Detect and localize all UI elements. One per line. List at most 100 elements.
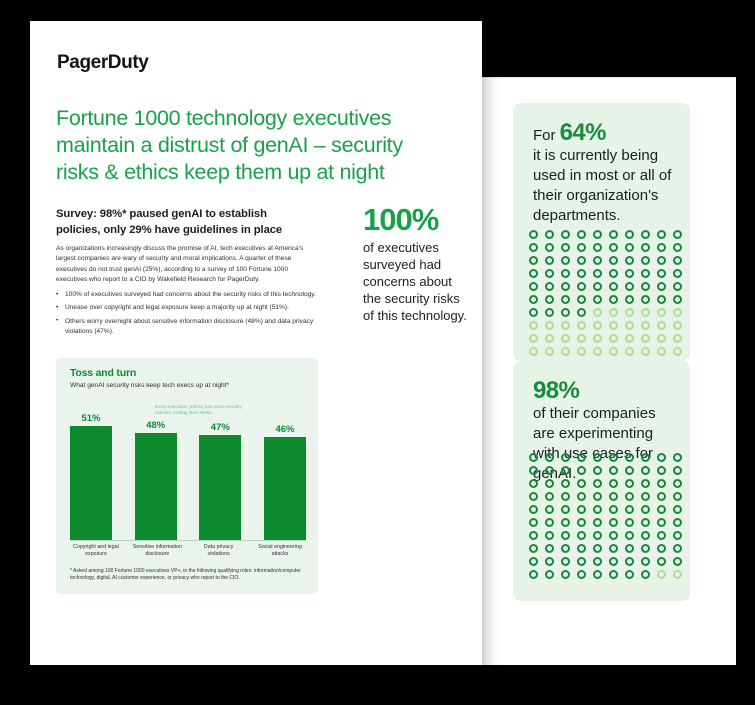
list-item: 100% of executives surveyed had concerns… — [56, 289, 318, 300]
dot-filled-icon — [593, 492, 602, 501]
dot-filled-icon — [529, 570, 538, 579]
dot-filled-icon — [561, 492, 570, 501]
stat-64-text: it is currently being used in most or al… — [533, 147, 672, 224]
dot-filled-icon — [561, 256, 570, 265]
dot-filled-icon — [561, 308, 570, 317]
dot-filled-icon — [625, 282, 634, 291]
dot-filled-icon — [673, 230, 682, 239]
dot-filled-icon — [561, 570, 570, 579]
bar-rect — [199, 435, 242, 540]
dot-filled-icon — [577, 531, 586, 540]
bar-item: 51% — [70, 406, 112, 540]
dot-filled-icon — [561, 453, 570, 462]
dot-filled-icon — [593, 269, 602, 278]
dot-empty-icon — [641, 347, 650, 356]
dot-filled-icon — [545, 505, 554, 514]
stat-card-64-content: For 64% it is currently being used in mos… — [533, 121, 674, 226]
dot-filled-icon — [577, 282, 586, 291]
chart-subtitle: What genAI security risks keep tech exec… — [70, 382, 230, 389]
dot-filled-icon — [545, 479, 554, 488]
dot-filled-icon — [673, 557, 682, 566]
x-tick-label: Copyright and legal exposure — [73, 544, 119, 558]
dot-empty-icon — [545, 334, 554, 343]
dot-filled-icon — [641, 282, 650, 291]
stat-64-number: 64% — [559, 119, 607, 146]
dot-filled-icon — [545, 295, 554, 304]
bar-value-label: 46% — [275, 424, 295, 435]
dot-filled-icon — [641, 243, 650, 252]
dot-filled-icon — [577, 466, 586, 475]
dot-filled-icon — [545, 557, 554, 566]
dot-filled-icon — [609, 570, 618, 579]
dot-filled-icon — [625, 295, 634, 304]
dot-filled-icon — [673, 295, 682, 304]
dot-filled-icon — [561, 531, 570, 540]
dot-empty-icon — [593, 308, 602, 317]
dot-filled-icon — [657, 282, 666, 291]
dot-filled-icon — [561, 230, 570, 239]
page-headline: Fortune 1000 technology executives maint… — [56, 106, 403, 184]
dot-filled-icon — [561, 295, 570, 304]
dot-filled-icon — [673, 256, 682, 265]
dot-filled-icon — [673, 466, 682, 475]
dot-empty-icon — [577, 334, 586, 343]
dot-empty-icon — [657, 308, 666, 317]
dot-empty-icon — [609, 308, 618, 317]
dot-filled-icon — [529, 230, 538, 239]
dot-filled-icon — [561, 243, 570, 252]
dot-filled-icon — [545, 453, 554, 462]
dot-filled-icon — [641, 479, 650, 488]
canvas-margin-bottom — [0, 665, 755, 705]
dot-filled-icon — [609, 505, 618, 514]
dot-filled-icon — [641, 570, 650, 579]
dot-filled-icon — [577, 505, 586, 514]
dot-filled-icon — [529, 466, 538, 475]
stat-card-98-content: 98% of their companies are experimenting … — [533, 379, 674, 484]
dot-filled-icon — [657, 230, 666, 239]
dot-filled-icon — [577, 544, 586, 553]
dot-filled-icon — [625, 479, 634, 488]
dot-filled-icon — [657, 466, 666, 475]
dot-empty-icon — [609, 347, 618, 356]
dot-empty-icon — [673, 321, 682, 330]
dot-empty-icon — [561, 347, 570, 356]
x-tick-label: Sensitive information disclosure — [132, 544, 182, 558]
dot-filled-icon — [529, 453, 538, 462]
dot-filled-icon — [545, 518, 554, 527]
list-item: Unease over copyright and legal exposure… — [56, 303, 318, 314]
dot-filled-icon — [673, 544, 682, 553]
body-paragraph: As organizations increasingly discuss th… — [56, 245, 304, 284]
x-tick-label: Social engineering attacks — [258, 544, 302, 558]
dot-filled-icon — [641, 518, 650, 527]
dot-filled-icon — [625, 505, 634, 514]
dot-empty-icon — [625, 308, 634, 317]
dot-filled-icon — [545, 466, 554, 475]
dot-filled-icon — [625, 256, 634, 265]
dot-empty-icon — [593, 334, 602, 343]
bar-value-label: 48% — [146, 420, 166, 431]
dot-filled-icon — [625, 466, 634, 475]
dot-filled-icon — [561, 282, 570, 291]
dot-filled-icon — [657, 243, 666, 252]
dot-empty-icon — [561, 321, 570, 330]
pagerduty-logo: PagerDuty — [57, 52, 149, 73]
dot-filled-icon — [529, 282, 538, 291]
dot-empty-icon — [545, 321, 554, 330]
dot-empty-icon — [673, 347, 682, 356]
dot-filled-icon — [593, 518, 602, 527]
chart-title: Toss and turn — [70, 367, 137, 379]
stat-98-heading: 98% of their companies are experimenting … — [533, 379, 674, 484]
dot-filled-icon — [625, 230, 634, 239]
dot-filled-icon — [625, 570, 634, 579]
dot-filled-icon — [529, 557, 538, 566]
dot-filled-icon — [609, 518, 618, 527]
dot-filled-icon — [609, 453, 618, 462]
dot-filled-icon — [625, 453, 634, 462]
dot-empty-icon — [593, 321, 602, 330]
dot-filled-icon — [609, 466, 618, 475]
dot-filled-icon — [657, 479, 666, 488]
dot-filled-icon — [625, 269, 634, 278]
dot-filled-icon — [529, 518, 538, 527]
dot-empty-icon — [673, 570, 682, 579]
